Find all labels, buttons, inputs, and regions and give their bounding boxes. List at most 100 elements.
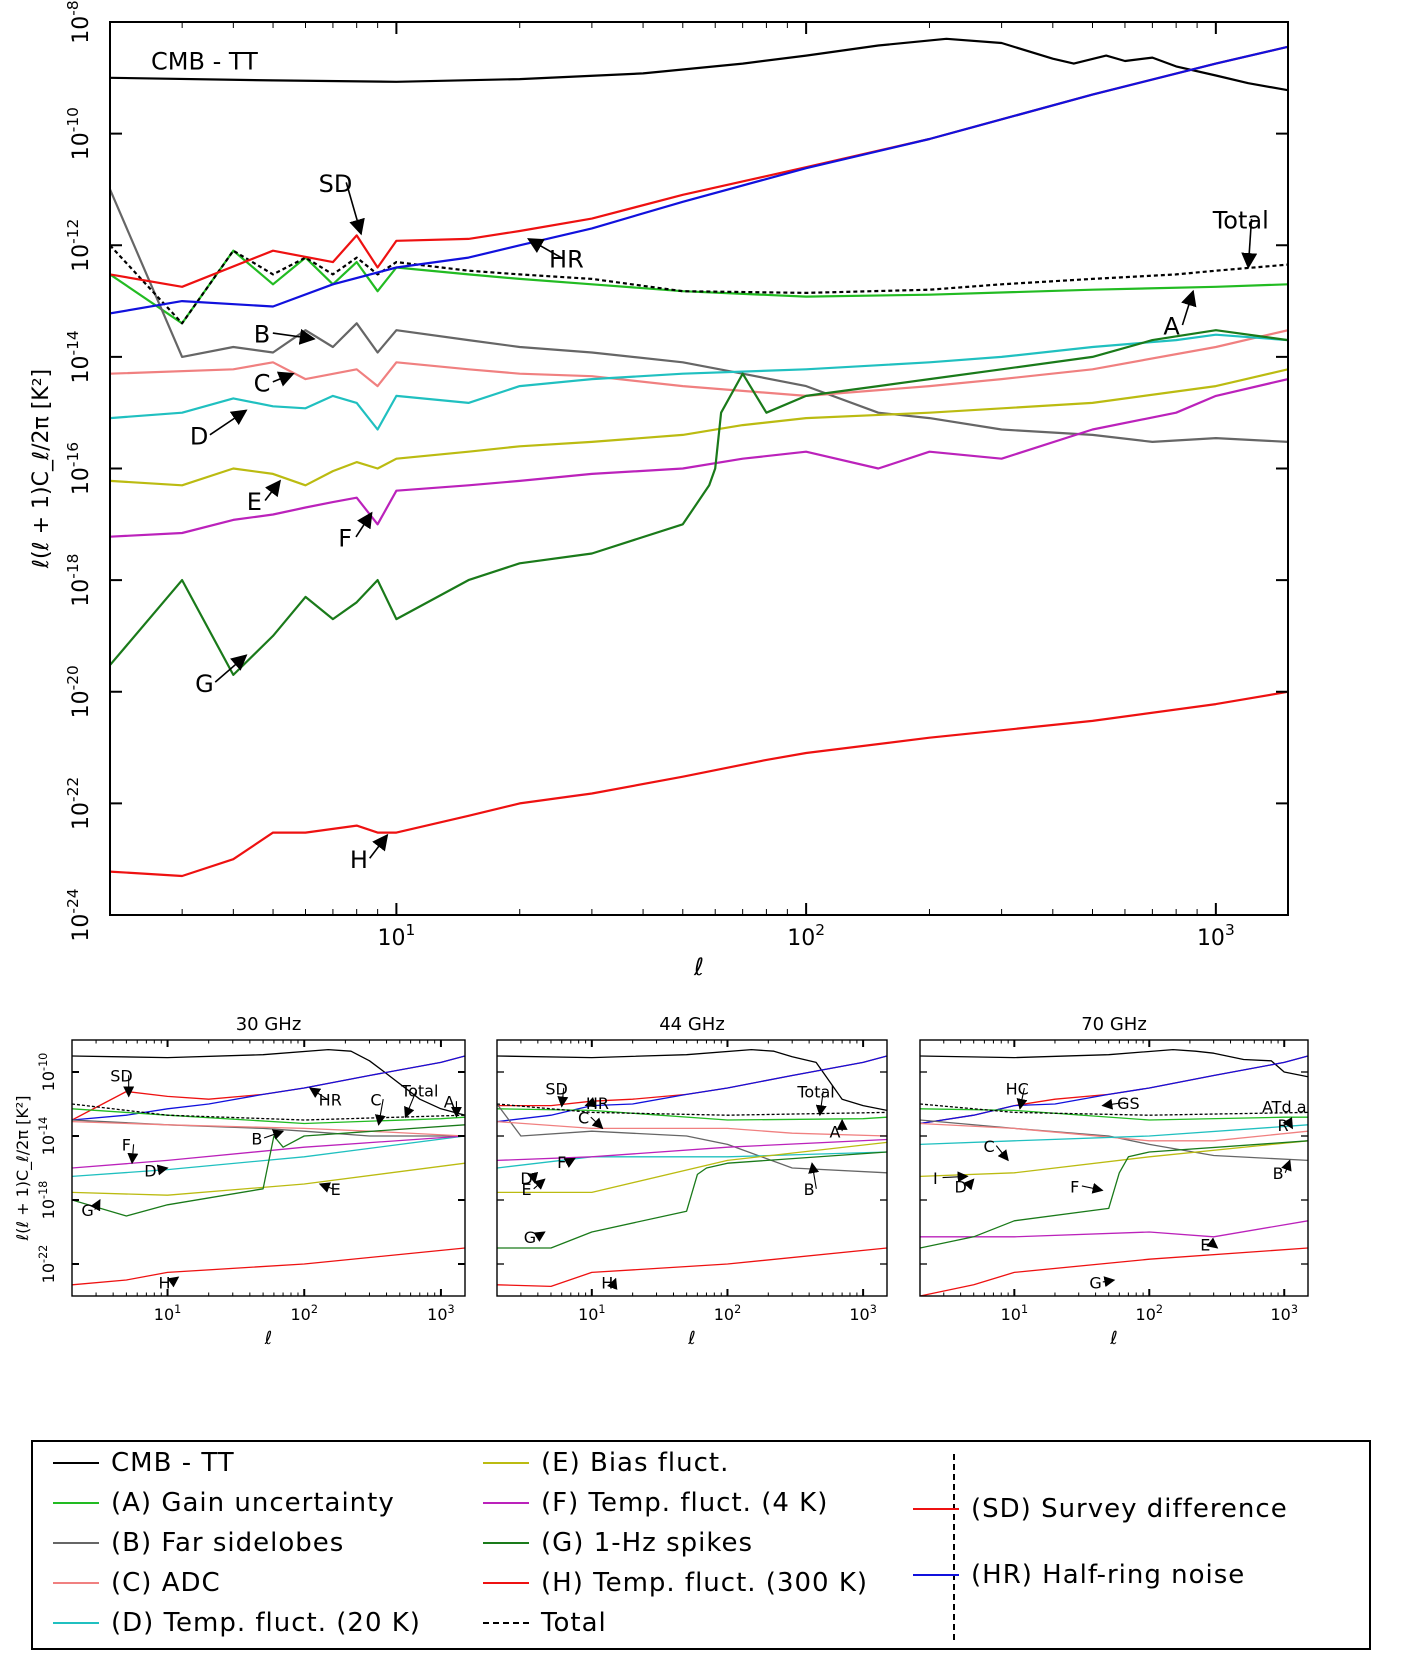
series-line-c-adc [497, 1120, 887, 1137]
annotation-g: G [524, 1228, 536, 1247]
figure: 101 102 10310-2410-2210-2010-1810-1610-141… [13, 0, 1309, 1349]
x-tick-label: 103 [849, 1303, 876, 1324]
annotation-arrow [557, 1087, 569, 1108]
series-line-c-adc [920, 1122, 1308, 1142]
legend-label: (E) Bias fluct. [541, 1448, 730, 1478]
annotation-arrow [1206, 1237, 1219, 1249]
annotation-sd: SD [545, 1079, 567, 1098]
series-group [920, 1048, 1308, 1296]
annotation-e: E [1200, 1235, 1210, 1254]
annotation-arrow [272, 328, 316, 345]
annotation-arrow [156, 1164, 169, 1176]
annotation-arrow [345, 182, 365, 236]
annotation-arrow [808, 1162, 820, 1189]
legend-label: (B) Far sidelobes [111, 1528, 345, 1558]
series-line-c-adc [110, 329, 1288, 397]
legend-item-total: Total [483, 1608, 607, 1638]
legend-item-f-temp-fluct-4-k: (F) Temp. fluct. (4 K) [483, 1488, 828, 1518]
annotation-f: F [122, 1136, 131, 1155]
legend-item-d-temp-fluct-20-k: (D) Temp. fluct. (20 K) [53, 1608, 421, 1638]
series-line-a-gain-uncertainty [497, 1108, 887, 1121]
panel-title: 44 GHz [659, 1014, 725, 1035]
annotation-arrow [527, 1171, 539, 1184]
annotation-total: Total [796, 1083, 834, 1102]
y-tick-label: 10-8 [64, 0, 94, 43]
series-line-g-1-hz-spikes [110, 329, 1288, 677]
legend-swatch [53, 1502, 99, 1504]
y-tick-label: 10-20 [64, 665, 94, 718]
legend-swatch [53, 1622, 99, 1624]
annotation-arrow [355, 511, 373, 538]
legend: CMB - TT (A) Gain uncertainty (B) Far side… [31, 1440, 1371, 1650]
annotation-d: D [954, 1177, 966, 1196]
legend-label: (SD) Survey difference [971, 1494, 1288, 1524]
annotation-arrow [264, 479, 281, 501]
annotation-arrow [272, 371, 295, 387]
legend-item-c-adc: (C) ADC [53, 1568, 221, 1598]
x-tick-label: 102 [714, 1303, 741, 1324]
annotation-hr: HR [586, 1094, 609, 1113]
series-line-total [920, 1103, 1308, 1116]
annotation-g: G [195, 670, 214, 698]
y-tick-label: 10-10 [37, 1053, 58, 1092]
annotation-h: H [158, 1273, 170, 1292]
annotation-b: B [251, 1129, 262, 1148]
x-tick-label: 101 [1001, 1303, 1028, 1324]
series-line-cmb-tt [110, 37, 1288, 92]
annotation-g: G [81, 1201, 93, 1220]
y-tick-label: 10-14 [64, 330, 94, 383]
annotation-arrow [1241, 218, 1258, 270]
annotation-h: H [350, 846, 368, 874]
annotation-arrow [90, 1199, 101, 1212]
legend-swatch [53, 1582, 99, 1584]
annotation-c: C [578, 1109, 589, 1128]
y-tick-label: 10-18 [37, 1181, 58, 1220]
annotation-c: C [254, 369, 271, 397]
x-tick-label: 102 [290, 1303, 317, 1324]
y-tick-label: 10-24 [64, 888, 94, 941]
annotation-d: D [190, 422, 208, 450]
series-line-a-gain-uncertainty [110, 249, 1288, 325]
plot-frame [496, 1039, 888, 1297]
annotation-arrow [1016, 1087, 1028, 1110]
legend-item-h-temp-fluct-300-k: (H) Temp. fluct. (300 K) [483, 1568, 868, 1598]
legend-swatch [483, 1462, 529, 1464]
annotation-e: E [247, 488, 262, 516]
annotation-hc: HC [1006, 1079, 1029, 1098]
legend-item-sd-survey-difference: (SD) Survey difference [913, 1494, 1288, 1524]
series-line-e-bias-fluct [920, 1140, 1308, 1178]
legend-label: (G) 1-Hz spikes [541, 1528, 754, 1558]
legend-item-g-1-hz-spikes: (G) 1-Hz spikes [483, 1528, 753, 1558]
series-line-g-1-hz-spikes [72, 1124, 465, 1217]
annotation-arrow [533, 1231, 546, 1242]
series-line-d-temp-fluct-20-k [72, 1135, 465, 1178]
y-tick-label: 10-18 [64, 554, 94, 607]
annotation-a: A [1163, 313, 1180, 341]
series-line-cmb-tt [72, 1048, 465, 1116]
series-line-sd-survey-difference [110, 45, 1288, 288]
annotation-arrow [942, 1171, 969, 1183]
annotation-arrow [563, 1157, 576, 1168]
annotation-c: C [370, 1091, 381, 1110]
annotation-gs: GS [1117, 1094, 1140, 1113]
series-line-total [72, 1103, 465, 1121]
annotation-sd: SD [319, 170, 353, 198]
plot-frame [919, 1039, 1309, 1297]
annotation-b: B [1273, 1164, 1284, 1183]
legend-label: (H) Temp. fluct. (300 K) [541, 1568, 869, 1598]
x-tick-label: 101 [578, 1303, 605, 1324]
annotation-arrow [1181, 289, 1197, 326]
chart-panel-main: 101 102 103 10-24 10-22 10-20 10-18 10-16 10-14 1… [29, 0, 1289, 981]
annotation-d: D [144, 1161, 156, 1180]
annotation-f: F [338, 525, 352, 553]
series-line-d-temp-fluct-20-k [110, 333, 1288, 431]
legend-swatch [483, 1582, 529, 1584]
legend-label: Total [541, 1608, 607, 1638]
annotation-arrow [167, 1276, 180, 1288]
series-line-h-temp-fluct-300-k [72, 1247, 465, 1286]
legend-label: (C) ADC [111, 1568, 221, 1598]
series-line-g-1-hz-spikes [920, 1140, 1308, 1249]
x-tick-label: 103 [1197, 921, 1235, 951]
y-axis-label: ℓ(ℓ + 1)C_ℓ/2π [K²] [29, 369, 54, 569]
annotation-arrow [209, 409, 248, 436]
